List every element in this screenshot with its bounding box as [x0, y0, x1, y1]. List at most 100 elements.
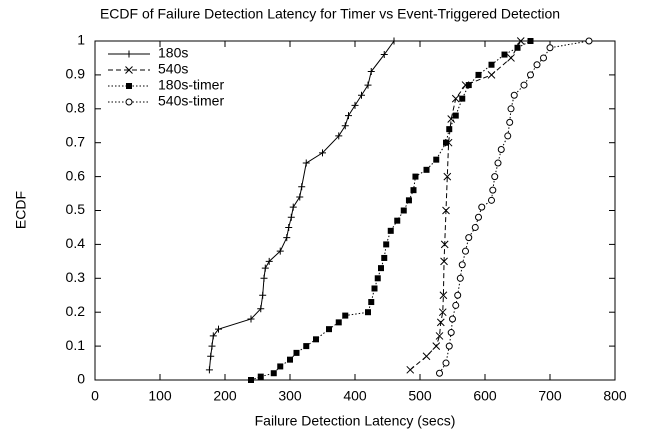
marker: [257, 373, 264, 380]
marker: [497, 145, 505, 153]
legend-label: 180s: [158, 45, 188, 61]
marker: [475, 71, 482, 78]
marker: [367, 68, 375, 76]
marker: [303, 343, 310, 350]
marker: [345, 112, 352, 120]
x-tick-label: 600: [473, 388, 497, 404]
marker: [488, 61, 495, 68]
marker: [454, 291, 462, 299]
marker: [260, 274, 268, 282]
marker: [506, 118, 514, 126]
marker: [371, 285, 378, 292]
marker: [527, 71, 534, 79]
marker: [585, 37, 593, 45]
marker: [365, 309, 371, 316]
series-line: [208, 40, 395, 370]
marker: [283, 234, 291, 242]
marker: [374, 275, 381, 282]
marker: [452, 112, 459, 119]
marker: [501, 51, 508, 58]
marker: [443, 139, 449, 146]
marker: [247, 315, 255, 323]
legend-label: 540s: [158, 61, 188, 77]
marker: [436, 318, 445, 327]
marker: [449, 315, 456, 323]
marker: [265, 257, 273, 265]
marker: [456, 274, 464, 282]
y-axis-label: ECDF: [13, 191, 29, 229]
marker: [335, 132, 343, 140]
marker: [335, 319, 342, 326]
marker: [287, 213, 295, 221]
marker: [507, 54, 515, 62]
x-tick-label: 300: [278, 388, 302, 404]
marker: [208, 342, 216, 350]
marker: [319, 149, 326, 157]
marker: [478, 203, 486, 211]
marker: [422, 352, 431, 361]
marker: [475, 213, 482, 221]
marker: [380, 51, 388, 59]
y-tick-label: 0.8: [66, 100, 86, 116]
marker: [209, 332, 217, 340]
y-tick-label: 0.5: [66, 201, 86, 217]
marker: [341, 122, 349, 130]
x-tick-label: 400: [343, 388, 367, 404]
legend-label: 540s-timer: [158, 93, 224, 109]
marker: [296, 193, 304, 201]
marker: [381, 254, 388, 261]
marker: [458, 261, 466, 269]
marker: [514, 44, 521, 51]
legend-marker: [125, 50, 133, 58]
marker: [276, 247, 284, 255]
marker: [342, 312, 349, 319]
y-tick-label: 0: [77, 371, 85, 387]
marker: [207, 352, 215, 360]
marker: [504, 132, 512, 140]
marker: [302, 159, 310, 167]
marker: [289, 203, 297, 211]
y-tick-label: 0.6: [66, 167, 86, 183]
x-axis-label: Failure Detection Latency (secs): [255, 413, 456, 429]
y-tick-label: 1: [77, 32, 85, 48]
marker: [443, 172, 452, 181]
marker: [313, 336, 319, 343]
marker: [440, 240, 449, 249]
marker: [215, 325, 222, 333]
marker: [435, 332, 444, 340]
legend-marker: [125, 66, 133, 74]
marker: [507, 105, 515, 113]
marker: [436, 369, 443, 377]
marker: [527, 38, 534, 44]
marker: [358, 91, 365, 99]
x-tick-label: 100: [148, 388, 172, 404]
marker: [439, 291, 448, 300]
series-line: [409, 40, 522, 371]
marker: [447, 329, 455, 337]
marker: [459, 95, 466, 102]
y-tick-label: 0.7: [66, 133, 86, 149]
marker: [440, 257, 448, 266]
marker: [520, 81, 528, 89]
marker: [489, 186, 497, 194]
legend-marker: [126, 83, 132, 89]
marker: [446, 126, 453, 133]
legend-marker: [125, 98, 133, 106]
marker: [546, 44, 554, 52]
marker: [400, 207, 407, 214]
marker: [326, 326, 332, 333]
marker: [259, 291, 267, 299]
marker: [465, 82, 472, 89]
marker: [510, 91, 518, 99]
marker: [487, 71, 496, 79]
marker: [533, 61, 541, 69]
marker: [433, 156, 440, 163]
x-tick-label: 0: [91, 388, 99, 404]
x-tick-label: 800: [603, 388, 627, 404]
marker: [442, 206, 450, 215]
marker: [257, 305, 265, 313]
marker: [494, 159, 502, 167]
marker: [451, 94, 460, 103]
marker: [387, 227, 394, 234]
